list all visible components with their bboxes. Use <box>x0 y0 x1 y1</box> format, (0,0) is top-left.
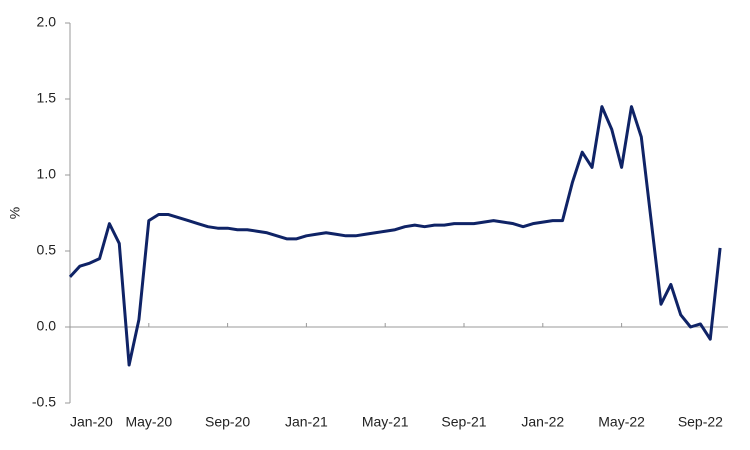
y-tick-label: 0.5 <box>37 242 57 258</box>
y-tick-label: -0.5 <box>32 394 56 410</box>
x-tick-label: Sep-20 <box>205 414 250 430</box>
x-tick-label: Sep-22 <box>678 414 723 430</box>
x-tick-label: Sep-21 <box>441 414 486 430</box>
x-tick-label: Jan-20 <box>70 414 113 430</box>
x-tick-label: May-21 <box>362 414 409 430</box>
y-tick-label: 1.0 <box>37 166 57 182</box>
y-tick-label: 1.5 <box>37 90 57 106</box>
y-tick-label: 0.0 <box>37 318 57 334</box>
x-tick-label: May-22 <box>598 414 645 430</box>
y-axis-label: % <box>7 207 23 219</box>
y-tick-label: 2.0 <box>37 14 57 30</box>
x-tick-label: May-20 <box>125 414 172 430</box>
x-tick-label: Jan-21 <box>285 414 328 430</box>
x-tick-label: Jan-22 <box>521 414 564 430</box>
data-line <box>68 105 722 367</box>
